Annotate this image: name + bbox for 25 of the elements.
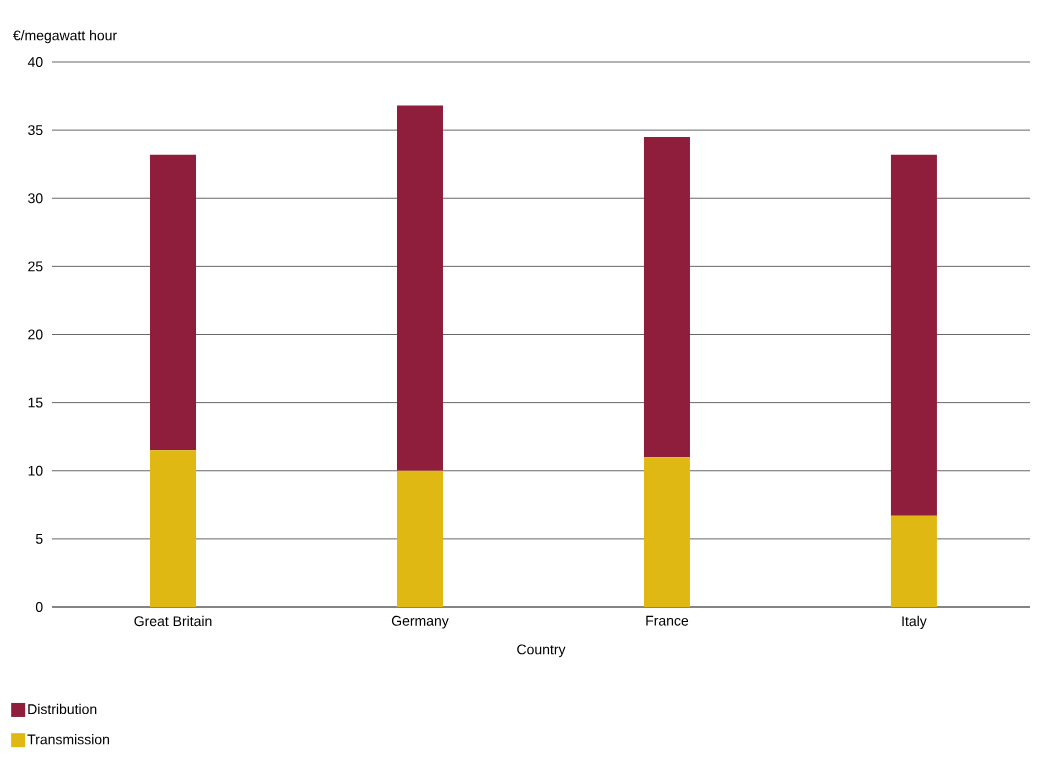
x-tick-label: Great Britain	[134, 615, 212, 627]
legend-label: Transmission	[27, 734, 109, 745]
y-tick-label: 0	[35, 602, 43, 612]
bar	[890, 515, 937, 607]
y-axis-title: €/megawatt hour	[12, 30, 117, 44]
y-tick-label: 35	[28, 125, 43, 136]
legend-label: Distribution	[28, 703, 97, 715]
y-tick-label: 10	[28, 465, 43, 476]
y-tick-label: 15	[28, 397, 43, 408]
y-tick-label: 25	[28, 261, 43, 272]
bar	[150, 450, 197, 607]
x-tick-label: Germany	[391, 615, 449, 629]
x-tick-label: Italy	[902, 615, 927, 629]
bar	[643, 136, 690, 458]
bar	[396, 470, 443, 607]
bar	[150, 154, 197, 451]
y-tick-label: 5	[35, 534, 43, 544]
y-tick-label: 40	[27, 57, 43, 67]
bar	[643, 457, 690, 607]
y-tick-label: 30	[28, 193, 43, 204]
bar	[396, 105, 443, 471]
y-tick-label: 20	[28, 329, 43, 340]
x-tick-label: France	[646, 615, 689, 626]
x-axis-title: Country	[517, 644, 566, 658]
bar	[890, 154, 937, 516]
